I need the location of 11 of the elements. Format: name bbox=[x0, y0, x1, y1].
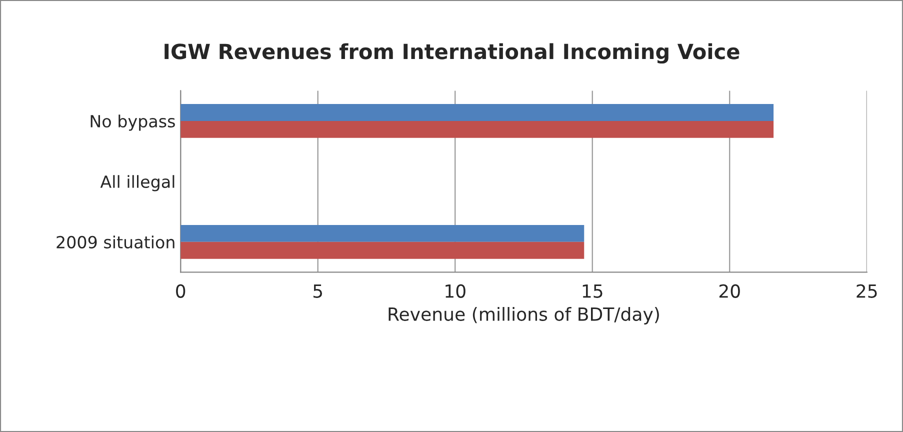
x-tick-label: 15 bbox=[582, 284, 602, 298]
y-tick-label: No bypass bbox=[90, 114, 175, 131]
x-tick-label: 20 bbox=[719, 284, 740, 298]
chart-title: IGW Revenues from International Incoming Voice bbox=[164, 43, 740, 64]
x-tick-label: 10 bbox=[446, 284, 466, 298]
y-tick-label: All illegal bbox=[100, 175, 174, 192]
y-tick-label: 2009 situation bbox=[56, 236, 174, 248]
x-tick-label: 0 bbox=[176, 284, 186, 298]
x-tick-label: 5 bbox=[314, 284, 322, 298]
x-axis-title: Revenue (millions of BDT/day) bbox=[388, 306, 659, 324]
x-tick-label: 25 bbox=[856, 284, 877, 298]
